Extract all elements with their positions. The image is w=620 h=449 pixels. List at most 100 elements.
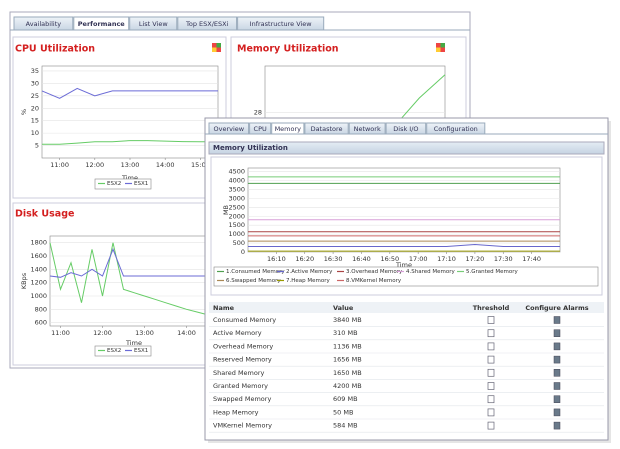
alarm-icon[interactable] [553, 421, 561, 430]
alarm-icon[interactable] [553, 369, 561, 377]
tab-label[interactable]: Availability [26, 20, 62, 28]
table-cell: Active Memory [213, 329, 262, 337]
table-header: Name [213, 304, 235, 312]
threshold-icon[interactable] [487, 316, 495, 324]
tab[interactable] [249, 122, 272, 135]
legend-label: 3.Overhead Memory [346, 269, 403, 275]
plot-area [41, 65, 219, 159]
legend-label: 6.Swapped Memory [226, 278, 281, 284]
y-tick-label: 35 [31, 67, 39, 75]
threshold-icon[interactable] [487, 421, 495, 430]
x-tick-label: 15:00 [191, 161, 210, 169]
legend-label: 2.Active Memory [286, 269, 333, 275]
tab-label[interactable]: Top ESX/ESXi [185, 20, 229, 28]
y-tick-label: 1500 [228, 221, 245, 229]
legend-box [213, 266, 599, 287]
y-tick-label: 25 [31, 92, 39, 100]
y-axis-label: % [20, 109, 28, 115]
legend-box [94, 178, 152, 190]
tab-label[interactable]: Infrastructure View [250, 20, 313, 28]
legend-label: 8.VMKernel Memory [346, 278, 402, 284]
series-line [42, 140, 218, 145]
y-tick-label: 30 [31, 79, 39, 87]
tab-label[interactable]: List View [139, 20, 169, 28]
legend-label: ESX1 [134, 348, 148, 354]
table-cell: 310 MB [333, 329, 358, 337]
chart-icon[interactable] [212, 43, 221, 52]
y-tick-label: 2000 [228, 212, 245, 220]
threshold-icon[interactable] [487, 368, 495, 377]
series-line [248, 243, 560, 247]
chart-title: Memory Utilization [213, 144, 288, 152]
y-tick-label: 800 [35, 305, 47, 313]
front-window: Overview CPU Memory Datastore Network Disk I/… [204, 117, 611, 443]
x-tick-label: 16:40 [352, 255, 371, 263]
tab[interactable] [426, 122, 486, 135]
y-axis-label: KBps [20, 272, 28, 289]
y-tick-label: 4500 [228, 168, 245, 176]
chart-title: Memory Utilization [237, 44, 339, 55]
table-header: Configure Alarms [525, 304, 588, 312]
tab[interactable] [237, 16, 325, 31]
y-tick-label: 10 [31, 129, 39, 137]
x-tick-label: 11:00 [51, 329, 70, 337]
table-cell: Granted Memory [213, 382, 268, 390]
threshold-icon[interactable] [487, 382, 495, 390]
y-tick-label: 1400 [30, 265, 47, 273]
tab-label[interactable]: Datastore [311, 125, 343, 133]
tab[interactable] [304, 122, 349, 135]
x-axis-label: Time [125, 339, 142, 347]
tab[interactable] [208, 122, 250, 135]
x-tick-label: 12:00 [85, 161, 104, 169]
threshold-icon[interactable] [487, 395, 495, 404]
x-tick-label: 16:30 [324, 255, 343, 263]
chart-icon[interactable] [436, 43, 445, 52]
alarm-icon[interactable] [553, 408, 561, 417]
y-tick-label: 20 [31, 104, 39, 112]
table-cell: 4200 MB [333, 382, 362, 390]
table-header: Value [333, 304, 354, 312]
table-cell: Reserved Memory [213, 356, 272, 364]
y-tick-label: 3500 [228, 185, 245, 193]
table-cell: Overhead Memory [213, 342, 273, 350]
y-axis-label: MB [222, 205, 230, 215]
table-cell: 1136 MB [333, 342, 362, 350]
alarm-icon[interactable] [553, 355, 561, 364]
table-cell: 3840 MB [333, 316, 362, 324]
legend-box [94, 345, 152, 357]
tab-label[interactable]: Network [354, 125, 381, 133]
tab-label[interactable]: Disk I/O [393, 125, 418, 133]
tab-label[interactable]: Overview [213, 125, 244, 133]
tab-label[interactable]: Performance [78, 20, 126, 28]
threshold-icon[interactable] [487, 342, 495, 351]
legend-label: 4.Shared Memory [406, 269, 455, 275]
alarm-icon[interactable] [553, 395, 561, 403]
tab[interactable] [129, 16, 178, 31]
threshold-icon[interactable] [487, 408, 495, 417]
table-cell: 50 MB [333, 408, 353, 416]
tab[interactable] [385, 122, 427, 135]
table-cell: Consumed Memory [213, 316, 276, 324]
tab[interactable] [348, 122, 386, 135]
alarm-icon[interactable] [553, 329, 561, 337]
tab-label[interactable]: Configuration [434, 125, 478, 133]
table-cell: VMKernel Memory [213, 422, 272, 430]
tab-label[interactable]: Memory [275, 125, 302, 133]
x-tick-label: 12:00 [93, 329, 112, 337]
x-tick-label: 13:00 [121, 161, 140, 169]
tab-label[interactable]: CPU [254, 125, 267, 133]
tab[interactable] [177, 16, 238, 31]
tab[interactable] [13, 16, 74, 31]
alarm-icon[interactable] [553, 342, 561, 351]
alarm-icon[interactable] [553, 316, 561, 324]
table-cell: 584 MB [333, 422, 358, 430]
legend-label: ESX1 [134, 181, 148, 187]
threshold-icon[interactable] [487, 355, 495, 364]
alarm-icon[interactable] [553, 382, 561, 390]
tab[interactable] [73, 16, 130, 31]
threshold-icon[interactable] [487, 329, 495, 338]
x-tick-label: 17:30 [494, 255, 513, 263]
y-tick-label: 3000 [228, 194, 245, 202]
tab[interactable] [271, 122, 305, 135]
